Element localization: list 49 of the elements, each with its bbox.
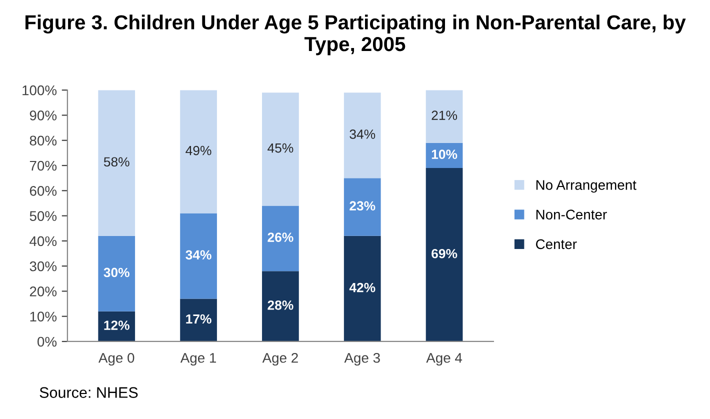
y-tick-label: 20% xyxy=(30,286,57,296)
bar xyxy=(262,92,299,206)
y-tick-label: 100% xyxy=(22,85,57,96)
bar xyxy=(344,236,381,342)
x-tick-label: Age 2 xyxy=(262,352,298,366)
y-tick-label: 30% xyxy=(30,261,57,272)
bar xyxy=(98,236,136,312)
y-tick-label: 60% xyxy=(30,186,57,196)
data-label: 45% xyxy=(268,143,294,153)
bar xyxy=(98,90,136,236)
data-label: 10% xyxy=(432,150,458,159)
data-label: 49% xyxy=(186,146,212,156)
data-label: 34% xyxy=(350,130,376,139)
bar xyxy=(262,206,299,272)
chart-title: Figure 3. Children Under Age 5 Participating in Non-Parental Care, by Type, 2005 xyxy=(26,14,686,56)
data-label: 42% xyxy=(349,282,376,292)
legend-label: Non-Center xyxy=(536,210,607,220)
data-label: 69% xyxy=(432,248,458,258)
y-tick-label: 50% xyxy=(30,211,57,221)
data-label: 30% xyxy=(104,268,130,278)
x-tick-label: Age 3 xyxy=(344,352,380,366)
y-tick-label: 90% xyxy=(30,110,57,120)
data-label: 17% xyxy=(186,314,212,324)
data-label: 26% xyxy=(268,232,294,242)
data-label: 34% xyxy=(186,250,212,260)
y-tick-label: 80% xyxy=(30,136,57,146)
bar xyxy=(426,90,463,143)
bar xyxy=(180,213,217,299)
x-tick-label: Age 0 xyxy=(98,352,134,366)
data-label: 28% xyxy=(268,300,294,310)
bar xyxy=(180,90,217,214)
y-tick-label: 40% xyxy=(30,236,57,246)
source-note: Source: NHES xyxy=(40,387,138,398)
y-tick-label: 70% xyxy=(30,160,57,171)
bar xyxy=(180,298,217,342)
x-tick-label: Age 1 xyxy=(180,353,216,366)
data-label: 12% xyxy=(104,320,130,330)
bar xyxy=(344,178,381,236)
data-label: 21% xyxy=(432,110,458,120)
bar xyxy=(262,271,299,342)
bar xyxy=(426,168,463,342)
bar xyxy=(344,92,381,178)
legend-label: No Arrangement xyxy=(536,180,636,193)
data-label: 58% xyxy=(104,157,130,167)
x-tick-label: Age 4 xyxy=(426,353,462,366)
legend-label: Center xyxy=(536,239,577,250)
data-label: 23% xyxy=(350,201,376,211)
y-tick-label: 0% xyxy=(38,336,57,347)
y-tick-label: 10% xyxy=(30,312,57,322)
